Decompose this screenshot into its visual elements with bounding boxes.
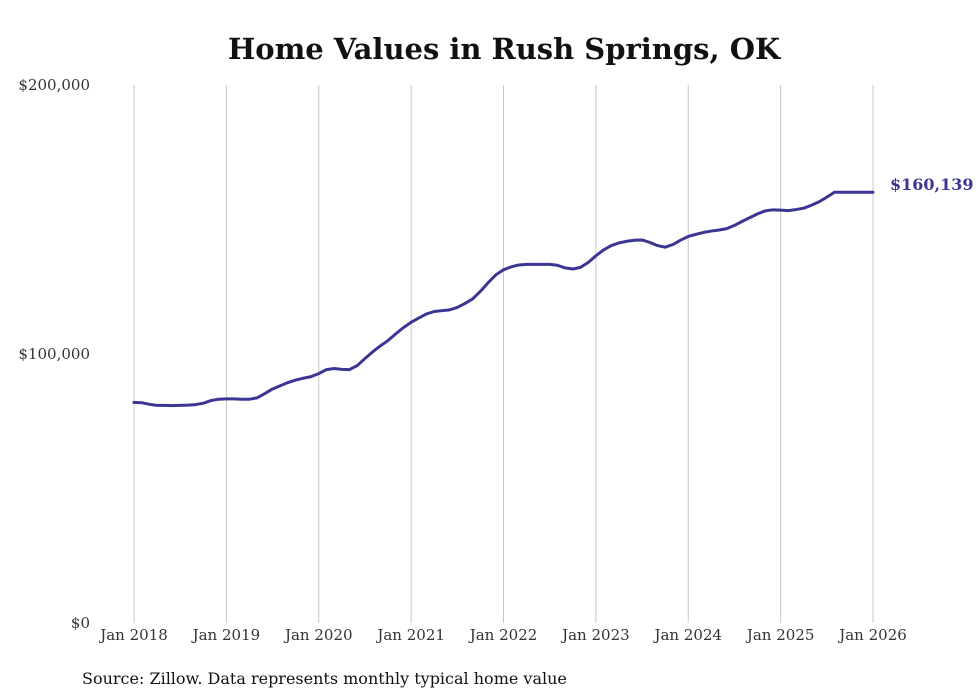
x-tick-label: Jan 2026 [837, 626, 907, 644]
x-tick-label: Jan 2025 [745, 626, 815, 644]
source-note: Source: Zillow. Data represents monthly … [82, 669, 567, 688]
y-tick-label: $0 [71, 614, 90, 632]
gridlines [133, 85, 874, 623]
x-tick-label: Jan 2019 [191, 626, 261, 644]
y-tick-label: $200,000 [18, 76, 90, 94]
x-tick-label: Jan 2020 [283, 626, 353, 644]
x-tick-label: Jan 2024 [652, 626, 722, 644]
x-axis-ticks: Jan 2018 Jan 2019 Jan 2020 Jan 2021 Jan 2022… [98, 626, 907, 644]
x-tick-label: Jan 2023 [560, 626, 630, 644]
x-tick-label: Jan 2021 [375, 626, 445, 644]
x-tick-label: Jan 2022 [468, 626, 538, 644]
series-line-home-value [132, 190, 875, 408]
chart-title: Home Values in Rush Springs, OK [228, 32, 782, 66]
x-tick-label: Jan 2018 [98, 626, 168, 644]
end-value-label: $160,139 [890, 175, 974, 194]
y-tick-label: $100,000 [18, 345, 90, 363]
y-axis-ticks: $0 $100,000 $200,000 [18, 76, 90, 632]
